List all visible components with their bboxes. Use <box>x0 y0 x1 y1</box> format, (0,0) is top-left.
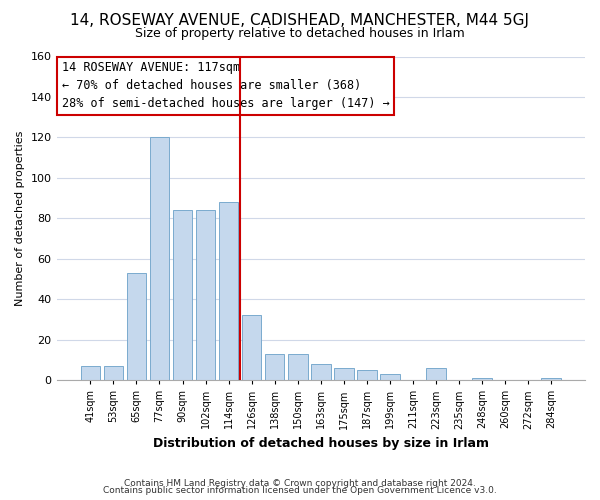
Bar <box>311 364 331 380</box>
Bar <box>288 354 308 380</box>
Bar <box>380 374 400 380</box>
Bar <box>426 368 446 380</box>
Text: Size of property relative to detached houses in Irlam: Size of property relative to detached ho… <box>135 28 465 40</box>
Bar <box>472 378 492 380</box>
Bar <box>357 370 377 380</box>
X-axis label: Distribution of detached houses by size in Irlam: Distribution of detached houses by size … <box>153 437 489 450</box>
Text: 14 ROSEWAY AVENUE: 117sqm
← 70% of detached houses are smaller (368)
28% of semi: 14 ROSEWAY AVENUE: 117sqm ← 70% of detac… <box>62 62 389 110</box>
Text: Contains HM Land Registry data © Crown copyright and database right 2024.: Contains HM Land Registry data © Crown c… <box>124 478 476 488</box>
Text: 14, ROSEWAY AVENUE, CADISHEAD, MANCHESTER, M44 5GJ: 14, ROSEWAY AVENUE, CADISHEAD, MANCHESTE… <box>71 12 530 28</box>
Bar <box>149 138 169 380</box>
Bar <box>242 316 262 380</box>
Bar <box>265 354 284 380</box>
Bar <box>173 210 193 380</box>
Bar <box>541 378 561 380</box>
Bar <box>80 366 100 380</box>
Bar <box>334 368 353 380</box>
Bar <box>104 366 123 380</box>
Bar <box>219 202 238 380</box>
Y-axis label: Number of detached properties: Number of detached properties <box>15 130 25 306</box>
Text: Contains public sector information licensed under the Open Government Licence v3: Contains public sector information licen… <box>103 486 497 495</box>
Bar <box>127 273 146 380</box>
Bar <box>196 210 215 380</box>
